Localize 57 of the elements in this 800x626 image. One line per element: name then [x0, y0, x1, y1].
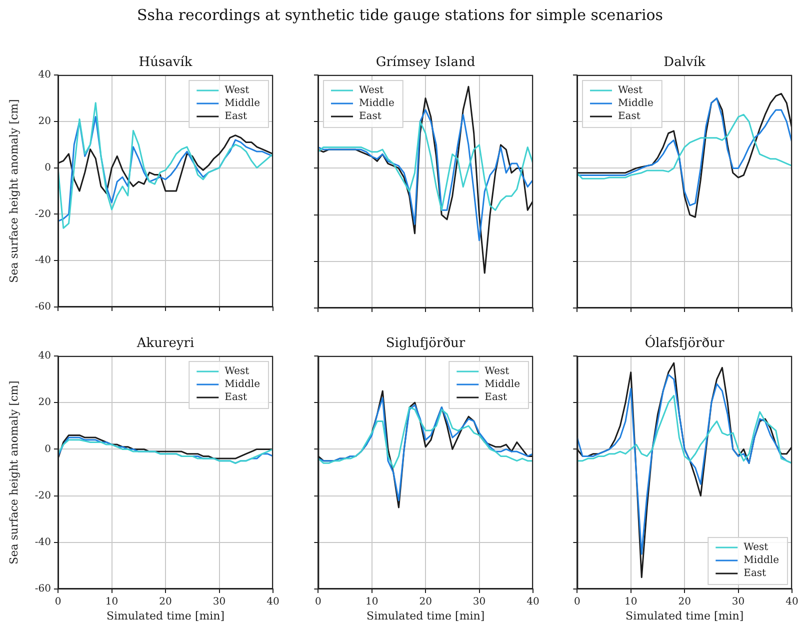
chart-title: Ólafsfjörður [644, 336, 726, 351]
legend-label: East [744, 568, 766, 580]
x-tick-label: 40 [266, 596, 280, 608]
x-axis-title: Simulated time [min] [366, 609, 485, 622]
y-tick-label: 20 [38, 397, 51, 408]
chart-title: Siglufjörður [384, 336, 466, 351]
x-tick-label: 10 [105, 596, 118, 608]
legend-label: West [224, 85, 250, 96]
y-tick-label: -60 [34, 584, 51, 595]
x-tick-label: 20 [678, 596, 691, 608]
legend-label: East [224, 111, 248, 122]
legend-label: Middle [484, 379, 520, 390]
x-tick-label: 10 [624, 596, 638, 608]
x-tick-label: 30 [472, 596, 486, 608]
x-tick-label: 20 [419, 596, 432, 608]
legend-label: West [618, 85, 643, 96]
x-axis-title: Simulated time [min] [106, 609, 225, 622]
x-tick-label: 0 [314, 596, 322, 608]
x-tick-label: 0 [54, 596, 62, 608]
legend-label: Middle [224, 98, 260, 110]
legend-label: East [359, 111, 382, 122]
x-axis-title: Simulated time [min] [626, 609, 744, 622]
legend-label: West [484, 366, 510, 378]
legend-label: East [484, 392, 508, 404]
y-axis-title: Sea surface height anomaly [cm] [7, 380, 20, 564]
x-tick-label: 20 [159, 596, 172, 608]
y-tick-label: 40 [38, 350, 51, 362]
y-tick-label: -20 [34, 490, 51, 502]
text: Ssha recordings at synthetic tide gauge stations for simple scenarios [136, 6, 664, 24]
y-tick-label: -40 [34, 536, 51, 548]
x-tick-label: 40 [526, 596, 540, 608]
y-tick-label: -20 [34, 208, 51, 220]
y-tick-label: 40 [38, 70, 51, 81]
chart-title: Grímsey Island [374, 55, 476, 70]
legend-label: Middle [744, 555, 780, 566]
y-tick-label: 0 [44, 162, 51, 174]
y-tick-label: 0 [44, 444, 51, 455]
chart-title: Akureyri [136, 336, 196, 351]
legend-label: West [359, 85, 384, 96]
legend-label: East [224, 392, 248, 404]
legend-label: West [744, 542, 768, 554]
legend-label: East [618, 111, 640, 122]
y-tick-label: 20 [38, 116, 51, 127]
x-tick-label: 0 [574, 596, 580, 608]
x-tick-label: 30 [732, 596, 745, 608]
legend-label: West [224, 366, 250, 378]
x-tick-label: 30 [212, 596, 226, 608]
x-tick-label: 40 [786, 596, 798, 608]
y-axis-title: Sea surface height anomaly [cm] [7, 99, 20, 283]
chart-title: Húsavík [138, 55, 194, 70]
x-tick-label: 10 [366, 596, 378, 608]
legend-label: Middle [224, 379, 260, 390]
y-tick-label: -60 [34, 302, 51, 313]
y-tick-label: -40 [34, 255, 51, 266]
chart-title: Dalvík [662, 55, 706, 70]
legend-label: Middle [618, 98, 654, 110]
legend-label: Middle [359, 98, 394, 110]
